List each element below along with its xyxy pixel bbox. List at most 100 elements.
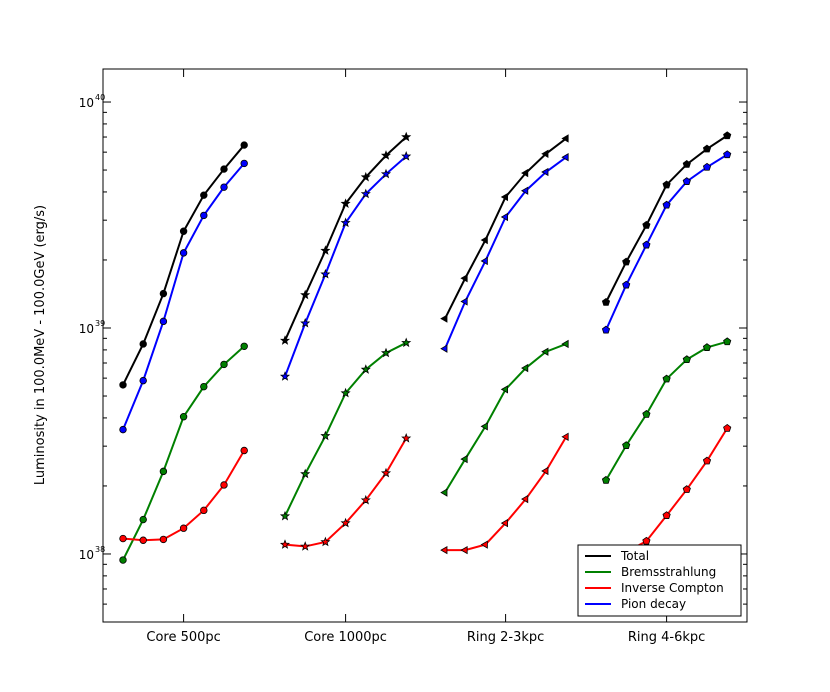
data-point [702, 162, 712, 171]
data-point [240, 446, 248, 455]
data-point [662, 511, 671, 519]
data-point [179, 249, 188, 257]
data-point [662, 200, 671, 209]
data-point [642, 220, 651, 229]
data-point [682, 160, 691, 168]
data-point [139, 515, 147, 524]
data-point [480, 256, 488, 266]
data-point [702, 144, 712, 153]
data-point [622, 441, 631, 449]
y-tick-label: 10 [79, 548, 94, 562]
data-point [320, 536, 331, 547]
data-point [440, 545, 448, 555]
data-point [541, 167, 549, 177]
data-point [279, 510, 291, 521]
data-point [401, 151, 412, 161]
data-point [300, 541, 311, 551]
data-point [642, 410, 651, 418]
data-point [360, 188, 371, 199]
data-point [500, 212, 509, 222]
data-point [460, 545, 468, 555]
data-point [682, 355, 691, 364]
data-point [460, 297, 468, 306]
series-pion-decay [119, 150, 732, 434]
legend: Total Bremsstrahlung Inverse Compton Pion d… [577, 544, 742, 617]
data-point [561, 432, 569, 441]
data-point [702, 456, 712, 465]
data-point [179, 524, 188, 532]
data-point [139, 536, 147, 544]
data-point [320, 430, 331, 441]
data-point [240, 342, 248, 350]
data-point [179, 227, 188, 235]
y-tick-exponent: 39 [95, 319, 105, 328]
data-point [500, 518, 509, 528]
data-point [340, 217, 351, 228]
data-point [360, 364, 371, 374]
data-point [380, 467, 392, 478]
data-point [179, 413, 188, 421]
data-point [340, 517, 351, 528]
data-point [521, 186, 529, 195]
data-point [159, 535, 168, 544]
data-point [561, 134, 569, 143]
data-point [159, 317, 168, 326]
plot-frame [102, 68, 748, 623]
data-point [601, 297, 611, 306]
data-point [200, 382, 208, 391]
legend-entry: Pion decay [621, 597, 686, 611]
data-point [500, 192, 509, 202]
x-axis: Core 500pc Core 1000pc Ring 2-3kpc Ring 4-6… [146, 69, 705, 645]
data-point [200, 211, 208, 220]
data-point [119, 381, 127, 389]
data-point [460, 454, 468, 464]
data-point [440, 488, 448, 497]
data-point [521, 363, 529, 373]
data-point [340, 387, 351, 398]
data-point [220, 165, 228, 173]
y-tick-exponent: 38 [95, 545, 105, 554]
data-point [300, 468, 311, 479]
data-point [279, 335, 291, 345]
data-point [682, 177, 691, 185]
data-point [622, 257, 631, 266]
data-point [300, 317, 311, 328]
x-tick-label: Ring 2-3kpc [467, 630, 544, 645]
data-point [200, 191, 208, 199]
y-tick-exponent: 40 [95, 93, 105, 102]
legend-entry: Total [620, 549, 649, 563]
legend-entry: Bremsstrahlung [621, 565, 716, 579]
data-point [723, 131, 732, 140]
data-point [480, 540, 488, 549]
data-point [401, 432, 412, 443]
data-point [642, 536, 651, 545]
data-point [240, 159, 248, 168]
data-point [460, 274, 468, 283]
data-point [240, 141, 248, 149]
series-total [119, 131, 732, 389]
data-point [380, 150, 392, 160]
data-point [159, 289, 168, 298]
legend-entry: Inverse Compton [621, 581, 724, 595]
data-point [139, 376, 147, 385]
data-point [662, 374, 671, 383]
data-point [622, 280, 631, 289]
x-tick-label: Core 1000pc [304, 630, 387, 645]
data-point [279, 539, 291, 549]
data-point [541, 149, 549, 158]
data-point [320, 268, 331, 279]
data-point [440, 344, 448, 353]
y-tick-label: 10 [79, 322, 94, 336]
data-point [480, 235, 488, 245]
data-point [139, 340, 147, 348]
data-point [119, 425, 127, 434]
data-point [279, 371, 291, 381]
data-point [723, 150, 732, 159]
data-point [380, 168, 392, 179]
data-point [340, 198, 351, 208]
data-point [119, 556, 127, 564]
data-point [220, 360, 228, 369]
x-tick-label: Core 500pc [146, 630, 220, 645]
